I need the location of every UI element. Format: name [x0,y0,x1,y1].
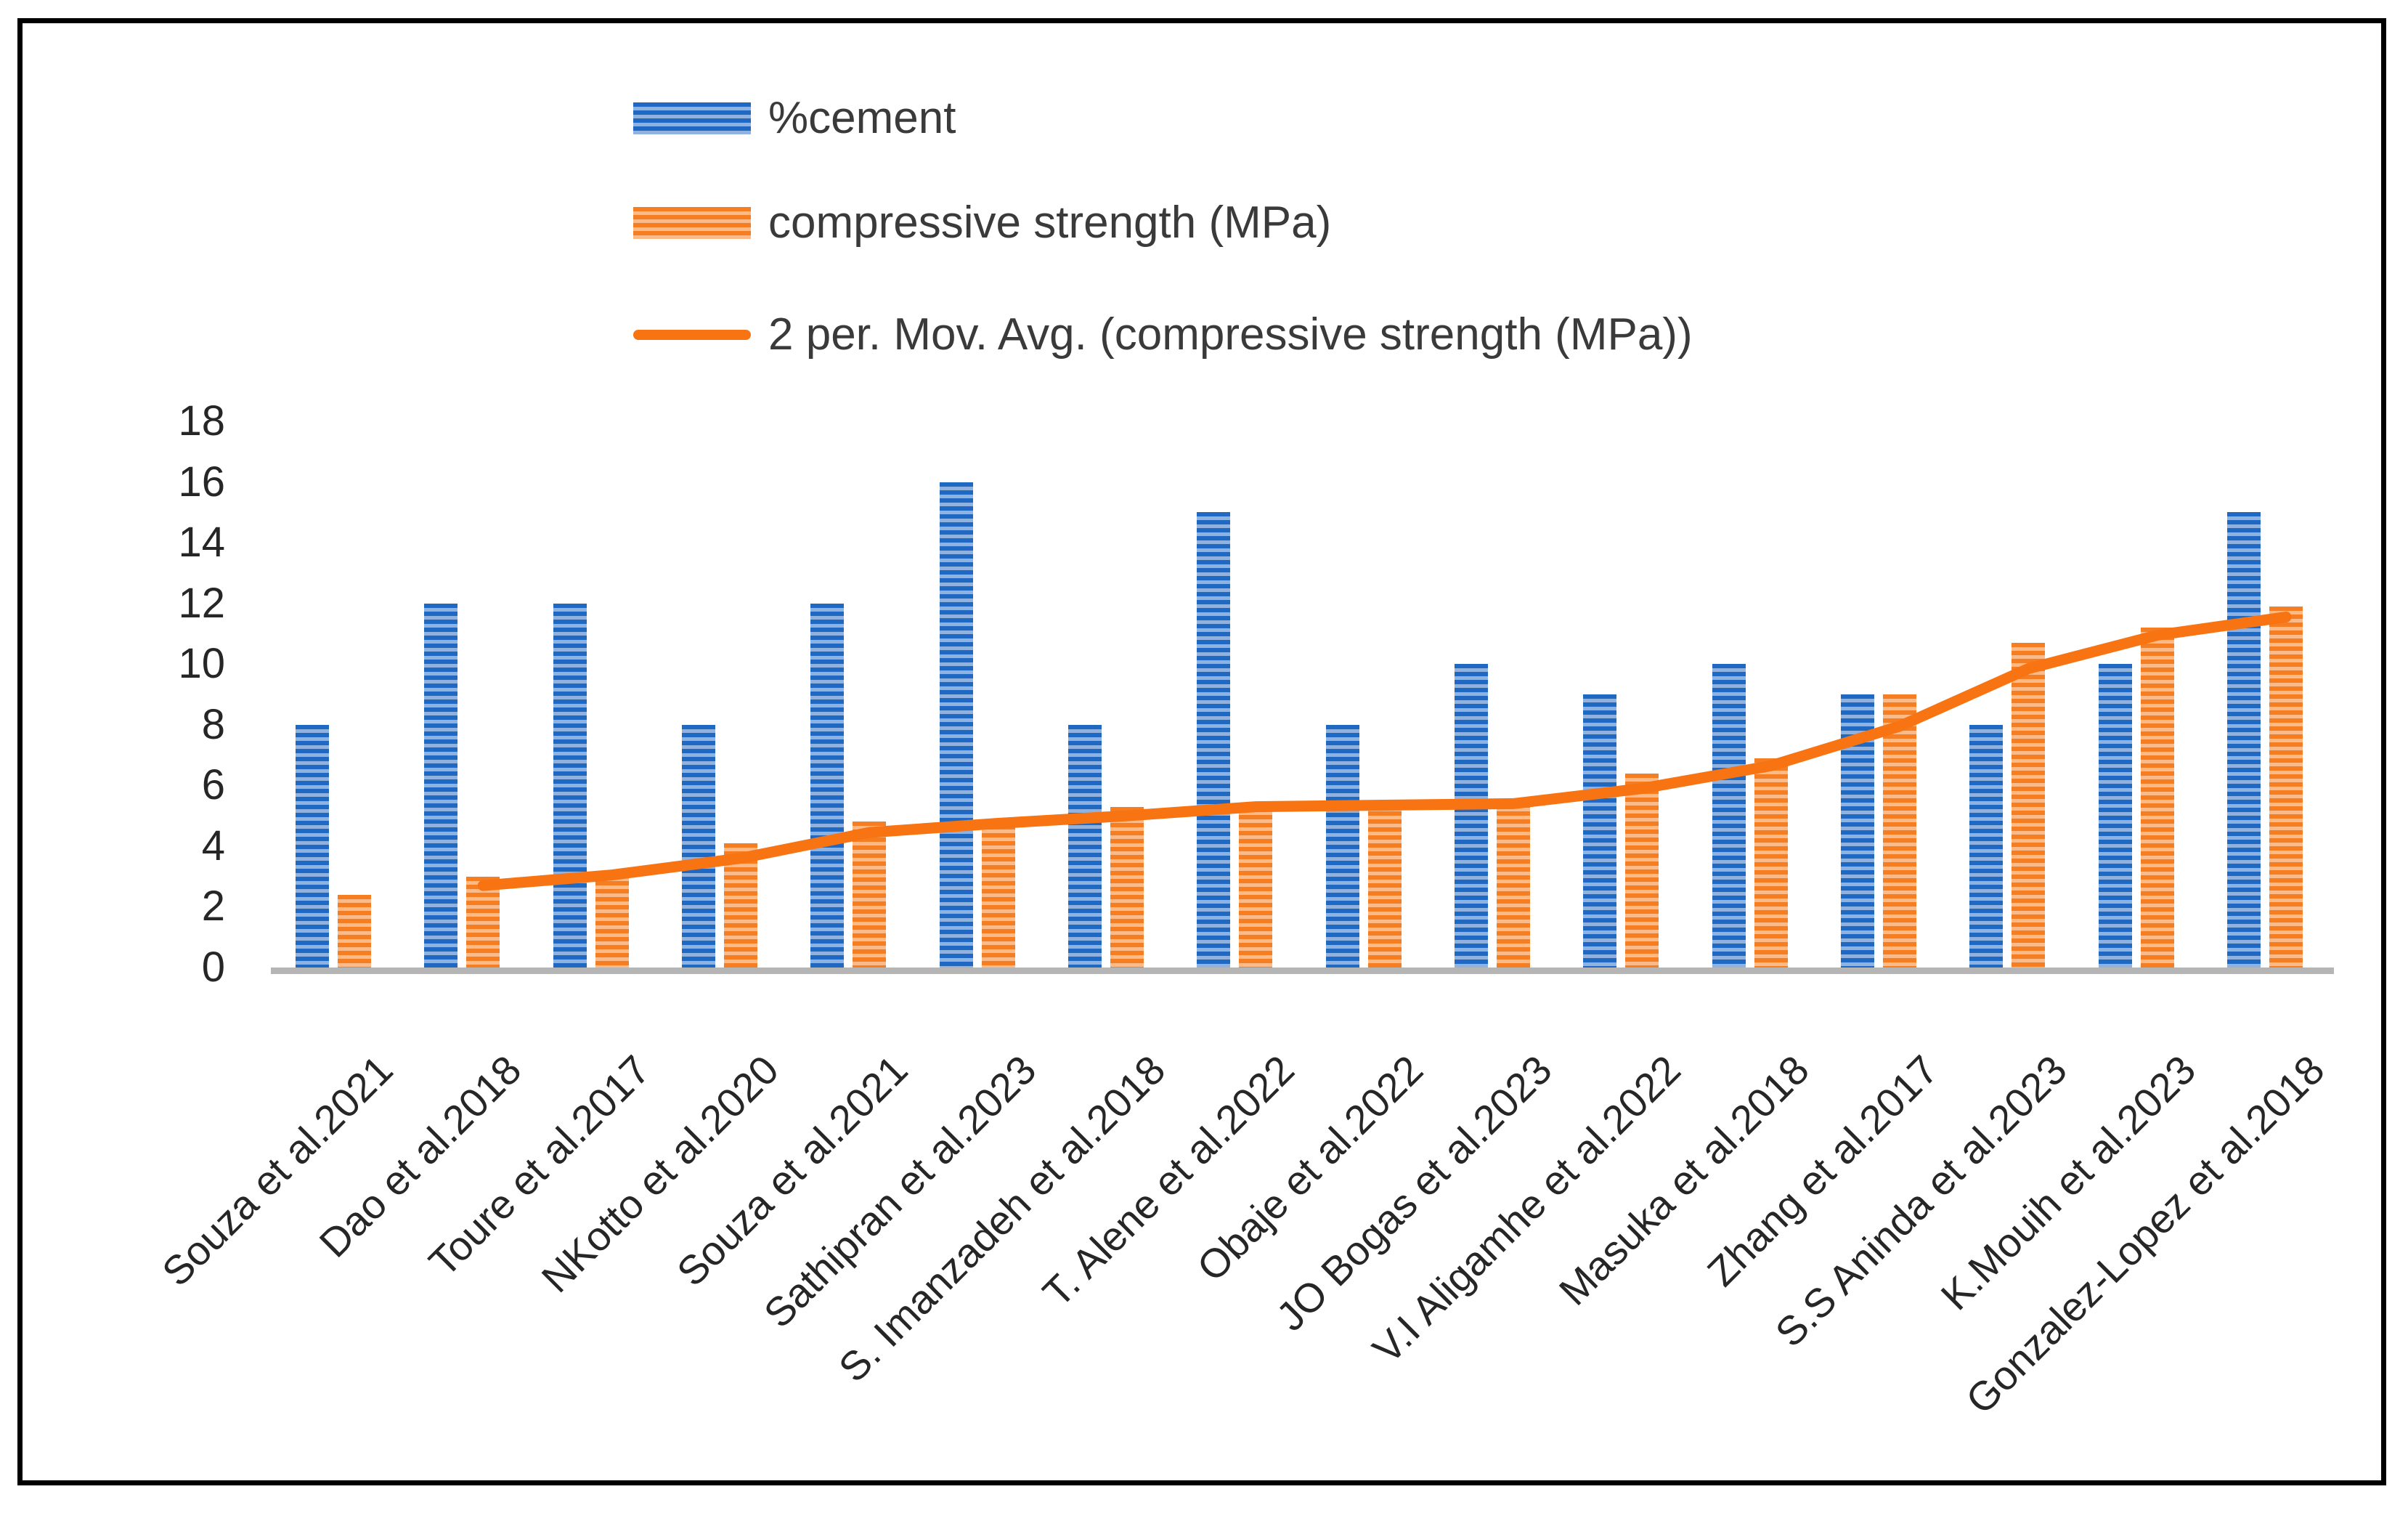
bar-strength [2140,628,2174,968]
x-axis-line [271,968,2334,974]
bar-strength [1754,758,1788,968]
bar-strength [853,822,887,968]
bar-cement [1969,724,2004,968]
y-tick-label: 6 [201,761,225,809]
y-tick-label: 4 [201,822,225,869]
strength-swatch-icon [633,206,751,239]
y-tick-label: 8 [201,700,225,748]
y-tick-label: 16 [178,458,225,506]
bar-cement [1583,694,1617,968]
y-tick-label: 12 [178,579,225,627]
bar-strength [981,824,1015,968]
legend-label-strength: compressive strength (MPa) [768,198,1332,248]
cement-swatch-icon [633,102,751,134]
bar-cement [1067,724,1102,968]
y-tick-label: 2 [201,883,225,930]
y-tick-label: 0 [201,944,225,991]
legend-item-strength: compressive strength (MPa) [633,197,1331,248]
bar-strength [1239,806,1273,968]
bar-strength [723,843,757,968]
bar-strength [466,876,500,968]
bar-cement [1712,664,1746,968]
bar-cement [1325,724,1359,968]
y-tick-label: 14 [178,519,225,567]
bar-cement [2098,664,2132,968]
bar-cement [1840,694,1874,968]
bar-strength [338,894,371,968]
bar-cement [424,603,458,968]
legend-item-trendline: 2 per. Mov. Avg. (compressive strength (… [633,309,1693,360]
bar-cement [2226,512,2261,968]
bar-strength [1367,803,1402,968]
bar-strength [2269,606,2303,968]
bar-cement [939,482,973,968]
bar-cement [553,603,587,968]
bar-cement [1197,512,1231,968]
bar-cement [681,724,715,968]
bar-strength [1882,694,1916,968]
y-tick-label: 18 [178,397,225,445]
legend-label-trendline: 2 per. Mov. Avg. (compressive strength (… [768,309,1693,360]
bar-cement [1454,664,1488,968]
bar-cement [810,603,845,968]
bar-strength [1625,773,1659,968]
bar-strength [2012,642,2046,968]
legend-item-cement: %cement [633,92,956,144]
legend-label-cement: %cement [768,93,956,143]
y-tick-label: 10 [178,640,225,688]
bar-cement [296,724,329,968]
bar-strength [1110,806,1144,968]
trendline-swatch-icon [633,329,751,340]
bar-strength [595,873,629,968]
bar-strength [1496,803,1530,968]
